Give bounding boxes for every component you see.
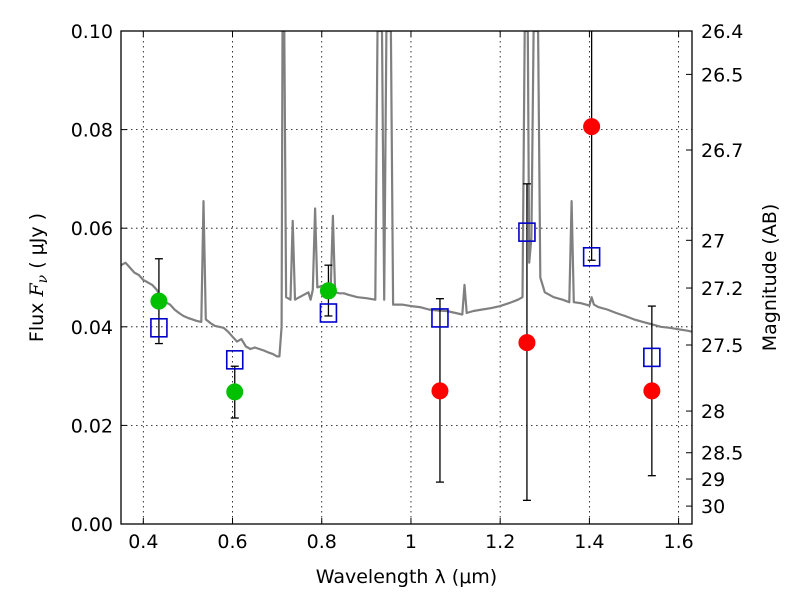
y2-tick-label: 26.5 — [701, 64, 743, 86]
plot-frame — [120, 30, 693, 525]
y2-tick-label: 26.4 — [701, 21, 743, 43]
x-tick-label: 1.6 — [664, 531, 694, 553]
y2-tick-label: 27.2 — [701, 278, 743, 300]
model-photometry-square — [225, 350, 244, 370]
markers — [150, 118, 661, 401]
model-photometry-square — [518, 222, 536, 242]
y-tick-label: 0.04 — [71, 317, 113, 339]
green-data-point — [226, 383, 244, 401]
y-axis-label-suffix: ( μJy ) — [26, 213, 48, 275]
green-data-point — [319, 282, 337, 300]
model-photometry-square — [582, 246, 601, 267]
x-tick-label: 0.8 — [307, 531, 337, 553]
model-spectrum-line — [121, 31, 692, 358]
y-axis-label-subscript: ν — [35, 274, 51, 283]
x-tick-label: 1.4 — [574, 531, 604, 553]
y-axis-label-prefix: Flux — [26, 297, 48, 343]
red-data-point — [583, 118, 601, 136]
y-tick-label: 0.08 — [71, 120, 113, 142]
model-photometry-square — [643, 347, 661, 368]
y-tick-label: 0.02 — [71, 415, 113, 437]
ticks: 0.4 0.6 0.8 1 1.2 1.4 1.6 0.00 0.02 0.04 0.06 0.08 0… — [71, 21, 744, 553]
x-tick-label: 0.6 — [217, 531, 247, 553]
y2-tick-label: 30 — [701, 496, 725, 518]
y-axis-label: Flux Fν ( μJy ) — [26, 213, 51, 342]
y2-tick-label: 29 — [701, 469, 725, 491]
y-tick-label: 0.00 — [71, 514, 113, 536]
y2-tick-label: 27.5 — [701, 335, 743, 357]
x-tick-label: 1.2 — [485, 531, 515, 553]
right-y-axis-label: Magnitude (AB) — [759, 204, 781, 352]
model-photometry-square — [319, 303, 338, 323]
model-photometry-square — [150, 317, 168, 338]
y-axis-label-symbol: F — [26, 283, 48, 298]
y2-tick-label: 27 — [701, 230, 725, 252]
red-data-point — [431, 382, 449, 400]
y2-tick-label: 26.7 — [701, 140, 743, 162]
x-tick-label: 0.4 — [128, 531, 158, 553]
plot-area — [121, 31, 692, 524]
y2-tick-label: 28 — [701, 401, 725, 423]
red-data-point — [643, 382, 661, 400]
x-tick-label: 1 — [405, 531, 417, 553]
series-layer — [121, 31, 692, 358]
y-tick-label: 0.06 — [71, 218, 113, 240]
x-axis-label: Wavelength λ (μm) — [316, 566, 497, 588]
green-data-point — [150, 292, 168, 310]
model-photometry-square — [431, 308, 449, 328]
y-tick-label: 0.10 — [71, 21, 113, 43]
red-data-point — [518, 334, 536, 352]
y2-tick-label: 28.5 — [701, 443, 743, 465]
